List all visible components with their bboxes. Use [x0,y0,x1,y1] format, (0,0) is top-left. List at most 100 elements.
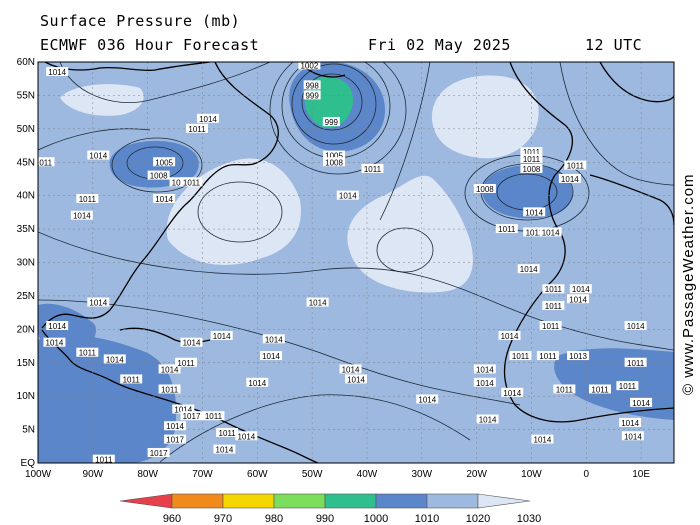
svg-text:1014: 1014 [525,208,543,217]
isobar-label: 999 [322,117,340,127]
svg-text:1014: 1014 [48,68,66,77]
isobar-label: 1011 [523,227,546,237]
svg-text:1014: 1014 [534,436,552,445]
isobar-label: 1014 [517,264,540,274]
isobar-label: 1014 [473,377,496,388]
deep-low-core [305,76,353,128]
isobar-label: 1014 [246,377,269,388]
isobar-label: 1011 [120,374,143,384]
svg-text:1014: 1014 [561,175,579,184]
lon-tick-label: 70W [192,469,213,480]
lat-tick-label: 30N [17,258,35,269]
svg-text:1014: 1014 [73,212,91,221]
svg-text:1014: 1014 [213,332,231,341]
lat-tick-label: 35N [17,224,35,235]
isobar-label: 1014 [336,190,359,201]
isobar-label: 1014 [196,113,219,124]
svg-text:1014: 1014 [418,396,436,405]
lat-tick-label: 25N [17,291,35,302]
svg-text:1011: 1011 [556,385,574,394]
svg-text:1011: 1011 [591,385,609,394]
isobar-label: 1011 [216,427,239,438]
model-label: ECMWF 036 Hour Forecast [40,36,260,54]
isobar-label: 1014 [501,387,524,398]
isobar-label: 1014 [569,284,592,294]
svg-text:1014: 1014 [89,299,107,308]
isobar-label: 1014 [235,431,258,441]
colorbar-left-arrow [119,493,173,509]
svg-text:998: 998 [305,81,319,90]
map-border [37,61,675,464]
lon-tick-label: 10W [521,469,542,480]
isobar-label: 1011 [158,384,181,394]
colorbar-tick-label: 1010 [415,513,439,525]
svg-text:1011: 1011 [526,228,544,237]
svg-text:1011: 1011 [542,322,560,331]
svg-text:1017: 1017 [183,412,201,421]
svg-text:1008: 1008 [523,165,541,174]
isobar-label: 1014 [87,297,110,308]
svg-text:1002: 1002 [300,61,318,70]
site-credit: © www.PassageWeather.com [680,173,697,395]
colorbar-segment [171,493,224,509]
isobar-label: 1014 [539,227,562,237]
svg-text:1014: 1014 [621,419,639,428]
isobar-label: 1014 [476,414,499,425]
svg-text:1017: 1017 [150,449,168,458]
isobar-label: 1011 [536,351,559,361]
isobar-label: 1011 [542,300,565,311]
lon-tick-label: 80W [137,469,158,480]
lat-tick-label: 40N [17,191,35,202]
lat-tick-label: 10N [17,391,35,402]
isobar-label: 1014 [345,374,367,384]
svg-text:1014: 1014 [542,228,560,237]
svg-text:1017: 1017 [166,436,184,445]
pressure-colorbar: 960 970 980 990 1000 1010 1020 1030 [119,493,541,525]
isobar-label: 1011 [624,357,647,368]
colorbar-segment [375,493,428,509]
svg-text:1014: 1014 [503,389,521,398]
svg-text:1011: 1011 [627,359,645,368]
svg-text:1011: 1011 [161,385,179,394]
isobar-label: 1014 [46,67,69,77]
svg-text:1014: 1014 [48,322,66,331]
isobar-label: 1011 [564,160,587,171]
svg-text:1014: 1014 [155,195,173,204]
svg-text:1011: 1011 [619,382,637,391]
isobar-label: 1014 [87,150,110,161]
svg-text:1014: 1014 [89,152,107,161]
lat-tick-label: EQ [21,458,36,469]
svg-text:1014: 1014 [237,432,255,441]
isobar-label: 1014 [531,434,554,445]
colorbar-tick-label: 1030 [517,513,541,525]
high-pressure-canada [60,84,144,116]
lon-tick-label: 20W [466,469,487,480]
forecast-time: 12 UTC [585,36,643,54]
svg-text:1014: 1014 [248,379,266,388]
svg-text:999: 999 [325,118,339,127]
svg-text:1011: 1011 [567,162,585,171]
colorbar-segment [273,493,326,509]
isobar-label: 1008 [520,163,543,174]
isobar-label: 1014 [630,397,653,408]
colorbar-segment [324,493,377,509]
isobar-label: 1011 [76,194,99,204]
svg-text:1014: 1014 [339,192,357,201]
lon-tick-label: 0 [583,469,589,480]
svg-text:1011: 1011 [183,178,201,187]
svg-text:1014: 1014 [501,332,519,341]
isobar-label: 1013 [567,351,590,361]
isobar-label: 1011 [509,351,532,361]
svg-text:1011: 1011 [539,352,557,361]
svg-text:1013: 1013 [569,352,587,361]
isobar-label: 1014 [621,431,644,441]
isobar-label: 1011 [520,153,543,164]
lon-tick-label: 60W [247,469,268,480]
svg-text:1014: 1014 [632,399,650,408]
isobar-label: 1014 [558,173,581,184]
svg-text:1011: 1011 [219,429,237,438]
svg-text:1014: 1014 [479,416,497,425]
svg-text:1014: 1014 [174,406,192,415]
isobar-label: 1017 [164,434,187,445]
colorbar-tick-label: 1020 [466,513,490,525]
